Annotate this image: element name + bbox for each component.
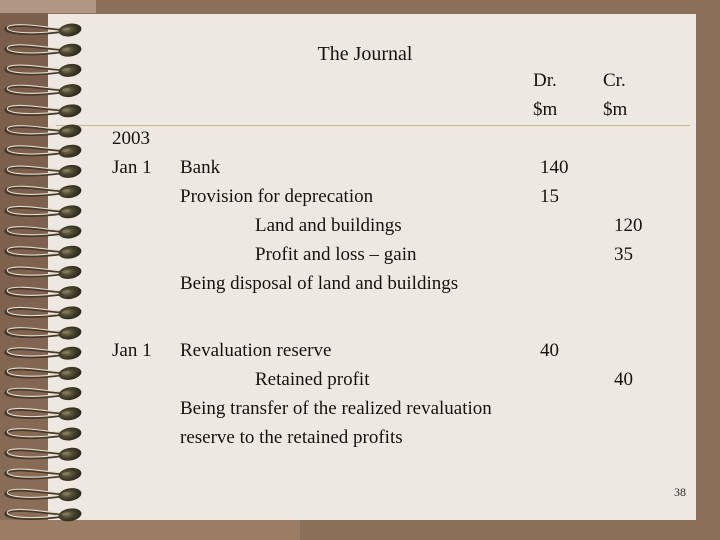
credit-amount: 120 bbox=[614, 215, 643, 236]
notebook-page: The Journal Dr. Cr. $m $m 2003 Jan 1 Ban… bbox=[48, 14, 696, 520]
narrative-row: reserve to the retained profits bbox=[48, 423, 696, 452]
account-name: Retained profit bbox=[255, 369, 370, 390]
journal-line: Provision for deprecation 15 bbox=[48, 182, 696, 211]
col-header-dr: Dr. bbox=[533, 70, 557, 91]
account-name: Bank bbox=[180, 157, 221, 178]
column-units: $m $m bbox=[48, 95, 696, 124]
col-unit-dr: $m bbox=[533, 99, 558, 120]
account-name: Land and buildings bbox=[255, 215, 402, 236]
credit-amount: 35 bbox=[614, 244, 633, 265]
background-shading-bottom bbox=[0, 520, 300, 540]
narrative-text: reserve to the retained profits bbox=[180, 427, 403, 448]
background-shading-top bbox=[0, 0, 96, 13]
journal-line: Retained profit 40 bbox=[48, 365, 696, 394]
column-headers: Dr. Cr. bbox=[48, 66, 696, 95]
account-name: Profit and loss – gain bbox=[255, 244, 417, 265]
narrative-text: Being transfer of the realized revaluati… bbox=[180, 398, 492, 419]
journal-line: Profit and loss – gain 35 bbox=[48, 240, 696, 269]
debit-amount: 140 bbox=[540, 157, 569, 178]
debit-amount: 15 bbox=[540, 186, 559, 207]
entry-date: Jan 1 bbox=[112, 340, 152, 361]
spiral-binding-icon bbox=[4, 20, 84, 525]
account-name: Provision for deprecation bbox=[180, 186, 374, 207]
journal-line: Jan 1 Revaluation reserve 40 bbox=[48, 336, 696, 365]
account-name: Revaluation reserve bbox=[180, 340, 332, 361]
narrative-row: Being transfer of the realized revaluati… bbox=[48, 394, 696, 423]
credit-amount: 40 bbox=[614, 369, 633, 390]
page-number: 38 bbox=[674, 485, 686, 499]
col-unit-cr: $m bbox=[603, 99, 628, 120]
separator-line bbox=[56, 125, 690, 126]
journal-line: Jan 1 Bank 140 bbox=[48, 153, 696, 182]
debit-amount: 40 bbox=[540, 340, 559, 361]
entry-date: Jan 1 bbox=[112, 157, 152, 178]
narrative-row: Being disposal of land and buildings bbox=[48, 269, 696, 298]
year-row: 2003 bbox=[48, 124, 696, 153]
journal-line: Land and buildings 120 bbox=[48, 211, 696, 240]
year-label: 2003 bbox=[112, 128, 150, 149]
col-header-cr: Cr. bbox=[603, 70, 626, 91]
narrative-text: Being disposal of land and buildings bbox=[180, 273, 459, 294]
slide-title: The Journal bbox=[317, 43, 413, 65]
